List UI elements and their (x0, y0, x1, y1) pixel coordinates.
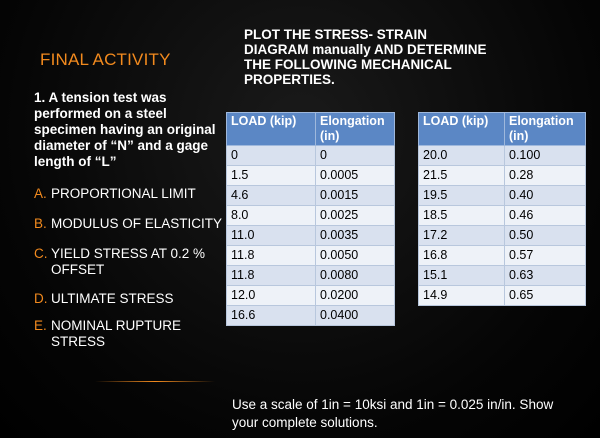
elongation-cell: 0.46 (504, 205, 586, 226)
property-letter: E. (34, 318, 47, 333)
table-header-row: LOAD (kip) Elongation (in) (226, 112, 395, 146)
load-cell: 18.5 (418, 205, 505, 226)
column-header-elongation: Elongation (in) (315, 112, 395, 146)
elongation-cell: 0.65 (504, 285, 586, 306)
property-label: PROPORTIONAL LIMIT (51, 186, 196, 201)
load-cell: 12.0 (226, 285, 316, 306)
table-row: 20.0 0.100 (418, 145, 586, 166)
load-cell: 20.0 (418, 145, 505, 166)
load-cell: 0 (226, 145, 316, 166)
property-item-e: E. NOMINAL RUPTURE STRESS (34, 318, 224, 350)
decorative-divider (95, 381, 215, 382)
load-cell: 11.8 (226, 245, 316, 266)
load-cell: 17.2 (418, 225, 505, 246)
elongation-cell: 0.0400 (315, 305, 395, 326)
property-label: MODULUS OF ELASTICITY (51, 216, 223, 231)
property-letter: C. (34, 246, 48, 261)
elongation-cell: 0.50 (504, 225, 586, 246)
table-row: 14.9 0.65 (418, 285, 586, 306)
load-cell: 21.5 (418, 165, 505, 186)
table-row: 16.8 0.57 (418, 245, 586, 266)
table-row: 17.2 0.50 (418, 225, 586, 246)
elongation-cell: 0.28 (504, 165, 586, 186)
elongation-cell: 0.57 (504, 245, 586, 266)
property-list: A. PROPORTIONAL LIMIT B. MODULUS OF ELASTI… (34, 186, 224, 350)
elongation-cell: 0.0015 (315, 185, 395, 206)
load-cell: 8.0 (226, 205, 316, 226)
table-row: 16.6 0.0400 (226, 305, 395, 326)
load-cell: 19.5 (418, 185, 505, 206)
load-cell: 11.0 (226, 225, 316, 246)
elongation-cell: 0.63 (504, 265, 586, 286)
property-item-a: A. PROPORTIONAL LIMIT (34, 186, 224, 202)
elongation-cell: 0.0200 (315, 285, 395, 306)
load-cell: 16.6 (226, 305, 316, 326)
property-label: ULTIMATE STRESS (51, 291, 174, 306)
table-row: 21.5 0.28 (418, 165, 586, 186)
elongation-cell: 0.0035 (315, 225, 395, 246)
load-cell: 14.9 (418, 285, 505, 306)
table-row: 8.0 0.0025 (226, 205, 395, 226)
elongation-cell: 0.100 (504, 145, 586, 166)
load-elongation-table-left: LOAD (kip) Elongation (in) 0 0 1.5 0.0005 4.… (226, 112, 395, 326)
table-row: 19.5 0.40 (418, 185, 586, 206)
load-cell: 15.1 (418, 265, 505, 286)
elongation-cell: 0.0050 (315, 245, 395, 266)
property-label: NOMINAL RUPTURE STRESS (51, 318, 182, 349)
elongation-cell: 0.0005 (315, 165, 395, 186)
property-item-b: B. MODULUS OF ELASTICITY (34, 216, 224, 232)
column-header-load: LOAD (kip) (226, 112, 316, 146)
table-row: 11.8 0.0080 (226, 265, 395, 286)
property-item-d: D. ULTIMATE STRESS (34, 291, 224, 307)
property-letter: A. (34, 186, 47, 201)
load-elongation-table-right: LOAD (kip) Elongation (in) 20.0 0.100 21.5… (418, 112, 586, 306)
property-item-c: C. YIELD STRESS AT 0.2 % OFFSET (34, 246, 224, 278)
table-row: 18.5 0.46 (418, 205, 586, 226)
elongation-cell: 0.0025 (315, 205, 395, 226)
load-cell: 11.8 (226, 265, 316, 286)
table-row: 11.0 0.0035 (226, 225, 395, 246)
load-cell: 16.8 (418, 245, 505, 266)
scale-note: Use a scale of 1in = 10ksi and 1in = 0.0… (232, 397, 554, 430)
property-letter: D. (34, 291, 48, 306)
instruction-heading: PLOT THE STRESS- STRAIN DIAGRAM manually… (244, 27, 487, 87)
elongation-cell: 0.0080 (315, 265, 395, 286)
elongation-cell: 0.40 (504, 185, 586, 206)
table-row: 11.8 0.0050 (226, 245, 395, 266)
property-letter: B. (34, 216, 47, 231)
column-header-elongation: Elongation (in) (504, 112, 586, 146)
load-cell: 4.6 (226, 185, 316, 206)
property-label: YIELD STRESS AT 0.2 % OFFSET (51, 246, 206, 277)
table-row: 15.1 0.63 (418, 265, 586, 286)
table-header-row: LOAD (kip) Elongation (in) (418, 112, 586, 146)
table-row: 1.5 0.0005 (226, 165, 395, 186)
column-header-load: LOAD (kip) (418, 112, 505, 146)
task-statement: 1. A tension test was performed on a ste… (34, 90, 216, 169)
load-cell: 1.5 (226, 165, 316, 186)
table-row: 12.0 0.0200 (226, 285, 395, 306)
elongation-cell: 0 (315, 145, 395, 166)
slide-title: FINAL ACTIVITY (40, 50, 171, 69)
table-row: 4.6 0.0015 (226, 185, 395, 206)
table-body: 0 0 1.5 0.0005 4.6 0.0015 8.0 0.0025 11.0 0.0035 1… (226, 145, 395, 326)
table-body: 20.0 0.100 21.5 0.28 19.5 0.40 18.5 0.46 17.2 0.5… (418, 145, 586, 306)
